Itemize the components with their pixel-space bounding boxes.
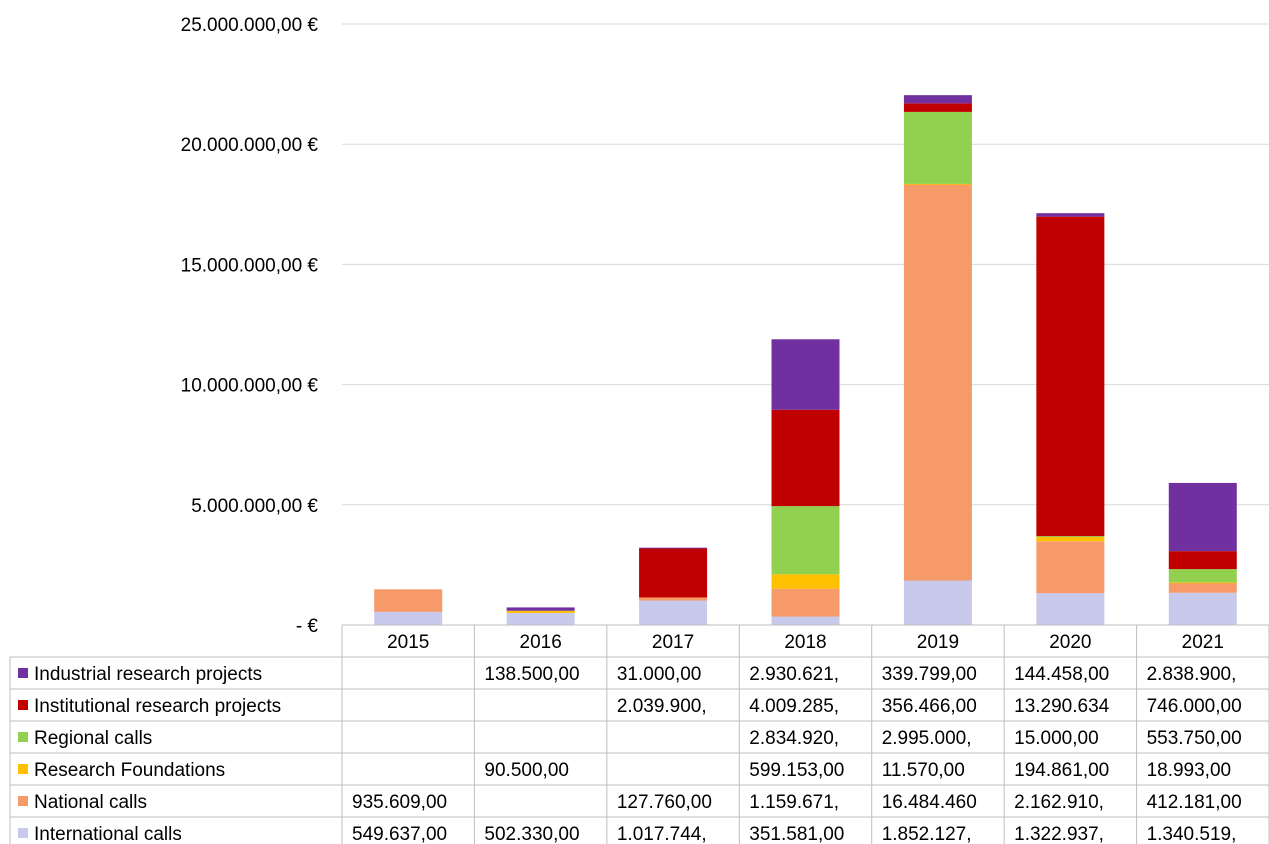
legend-swatch (18, 828, 28, 838)
data-label: 553.750,00 (1147, 728, 1242, 749)
data-label: 1.340.519, (1147, 824, 1237, 844)
series-name: National calls (34, 792, 147, 813)
x-tick-label: 2021 (1182, 632, 1224, 653)
series-name: Research Foundations (34, 760, 225, 781)
data-label: 2.039.900, (617, 696, 707, 717)
bar-institutional-research-projects-2021 (1168, 551, 1237, 570)
data-label: 2.838.900, (1147, 664, 1237, 685)
bar-national-calls-2021 (1168, 582, 1237, 593)
x-tick-label: 2017 (652, 632, 694, 653)
y-tick-label: 5.000.000,00 € (191, 496, 318, 517)
data-label: 31.000,00 (617, 664, 702, 685)
data-label: 138.500,00 (484, 664, 579, 685)
bar-international-calls-2017 (639, 600, 708, 625)
data-label: 144.458,00 (1014, 664, 1109, 685)
data-label: 351.581,00 (749, 824, 844, 844)
data-label: 1.159.671, (749, 792, 839, 813)
data-label: 2.162.910, (1014, 792, 1104, 813)
y-tick-label: 20.000.000,00 € (181, 135, 319, 156)
bar-national-calls-2019 (903, 184, 972, 581)
y-axis-ticks: - € 5.000.000,00 € 10.000.000,00 € 15.000.0… (181, 15, 319, 637)
bar-international-calls-2019 (903, 580, 972, 625)
data-label: 502.330,00 (484, 824, 579, 844)
data-label: 15.000,00 (1014, 728, 1099, 749)
bar-industrial-research-projects-2020 (1036, 213, 1105, 217)
bar-industrial-research-projects-2019 (903, 95, 972, 104)
data-label: 11.570,00 (882, 760, 965, 781)
bar-international-calls-2020 (1036, 593, 1105, 625)
bar-industrial-research-projects-2016 (506, 607, 575, 611)
bar-research-foundations-2021 (1168, 582, 1237, 584)
bar-industrial-research-projects-2017 (639, 547, 708, 549)
legend-swatch (18, 764, 28, 774)
data-label: 356.466,00 (882, 696, 977, 717)
data-label: 16.484.460 (882, 792, 977, 813)
bar-national-calls-2018 (771, 588, 840, 617)
bar-research-foundations-2020 (1036, 536, 1105, 542)
bar-international-calls-2015 (374, 611, 443, 625)
data-label: 4.009.285, (749, 696, 839, 717)
data-label: 2.995.000, (882, 728, 972, 749)
bar-national-calls-2020 (1036, 541, 1105, 594)
gridlines (342, 23, 1269, 506)
y-tick-label: - € (296, 616, 319, 637)
bar-institutional-research-projects-2020 (1036, 216, 1105, 537)
series-name: Industrial research projects (34, 664, 262, 685)
data-label: 2.834.920, (749, 728, 839, 749)
data-label: 18.993,00 (1147, 760, 1232, 781)
bar-institutional-research-projects-2018 (771, 409, 840, 507)
bar-regional-calls-2021 (1168, 569, 1237, 583)
bar-national-calls-2017 (639, 597, 708, 601)
data-label: 1.322.937, (1014, 824, 1104, 844)
bar-institutional-research-projects-2019 (903, 103, 972, 112)
data-label: 1.017.744, (617, 824, 707, 844)
bar-institutional-research-projects-2017 (639, 548, 708, 598)
data-label: 599.153,00 (749, 760, 844, 781)
data-label: 339.799,00 (882, 664, 977, 685)
bar-international-calls-2018 (771, 616, 840, 625)
bar-regional-calls-2018 (771, 506, 840, 575)
bar-regional-calls-2020 (1036, 536, 1105, 537)
legend-swatch (18, 668, 28, 678)
legend-swatch (18, 732, 28, 742)
data-label: 746.000,00 (1147, 696, 1242, 717)
bar-industrial-research-projects-2021 (1168, 482, 1237, 552)
data-table: 2015 2016 2017 2018 2019 2020 2021 Industrial r… (9, 624, 1269, 844)
legend-swatch (18, 796, 28, 806)
bar-research-foundations-2016 (506, 610, 575, 613)
bar-regional-calls-2019 (903, 111, 972, 184)
x-tick-label: 2015 (387, 632, 429, 653)
data-label: 90.500,00 (484, 760, 569, 781)
bar-international-calls-2016 (506, 612, 575, 625)
series-name: Institutional research projects (34, 696, 281, 717)
x-tick-label: 2019 (917, 632, 959, 653)
bar-research-foundations-2018 (771, 574, 840, 589)
bar-research-foundations-2019 (903, 183, 972, 185)
data-label: 127.760,00 (617, 792, 712, 813)
data-label: 13.290.634 (1014, 696, 1110, 717)
series-name: International calls (34, 824, 182, 844)
data-label: 2.930.621, (749, 664, 839, 685)
x-tick-label: 2018 (784, 632, 826, 653)
data-label: 412.181,00 (1147, 792, 1242, 813)
bar-international-calls-2021 (1168, 592, 1237, 625)
bar-industrial-research-projects-2018 (771, 339, 840, 410)
series-name: Regional calls (34, 728, 152, 749)
legend-swatch (18, 700, 28, 710)
y-tick-label: 25.000.000,00 € (181, 15, 319, 36)
data-label: 194.861,00 (1014, 760, 1109, 781)
bar-national-calls-2015 (374, 589, 443, 612)
x-tick-label: 2016 (520, 632, 562, 653)
bars (374, 95, 1237, 625)
x-tick-label: 2020 (1049, 632, 1091, 653)
data-label: 935.609,00 (352, 792, 447, 813)
y-tick-label: 10.000.000,00 € (181, 376, 319, 397)
y-tick-label: 15.000.000,00 € (181, 255, 319, 276)
data-label: 549.637,00 (352, 824, 447, 844)
data-label: 1.852.127, (882, 824, 972, 844)
